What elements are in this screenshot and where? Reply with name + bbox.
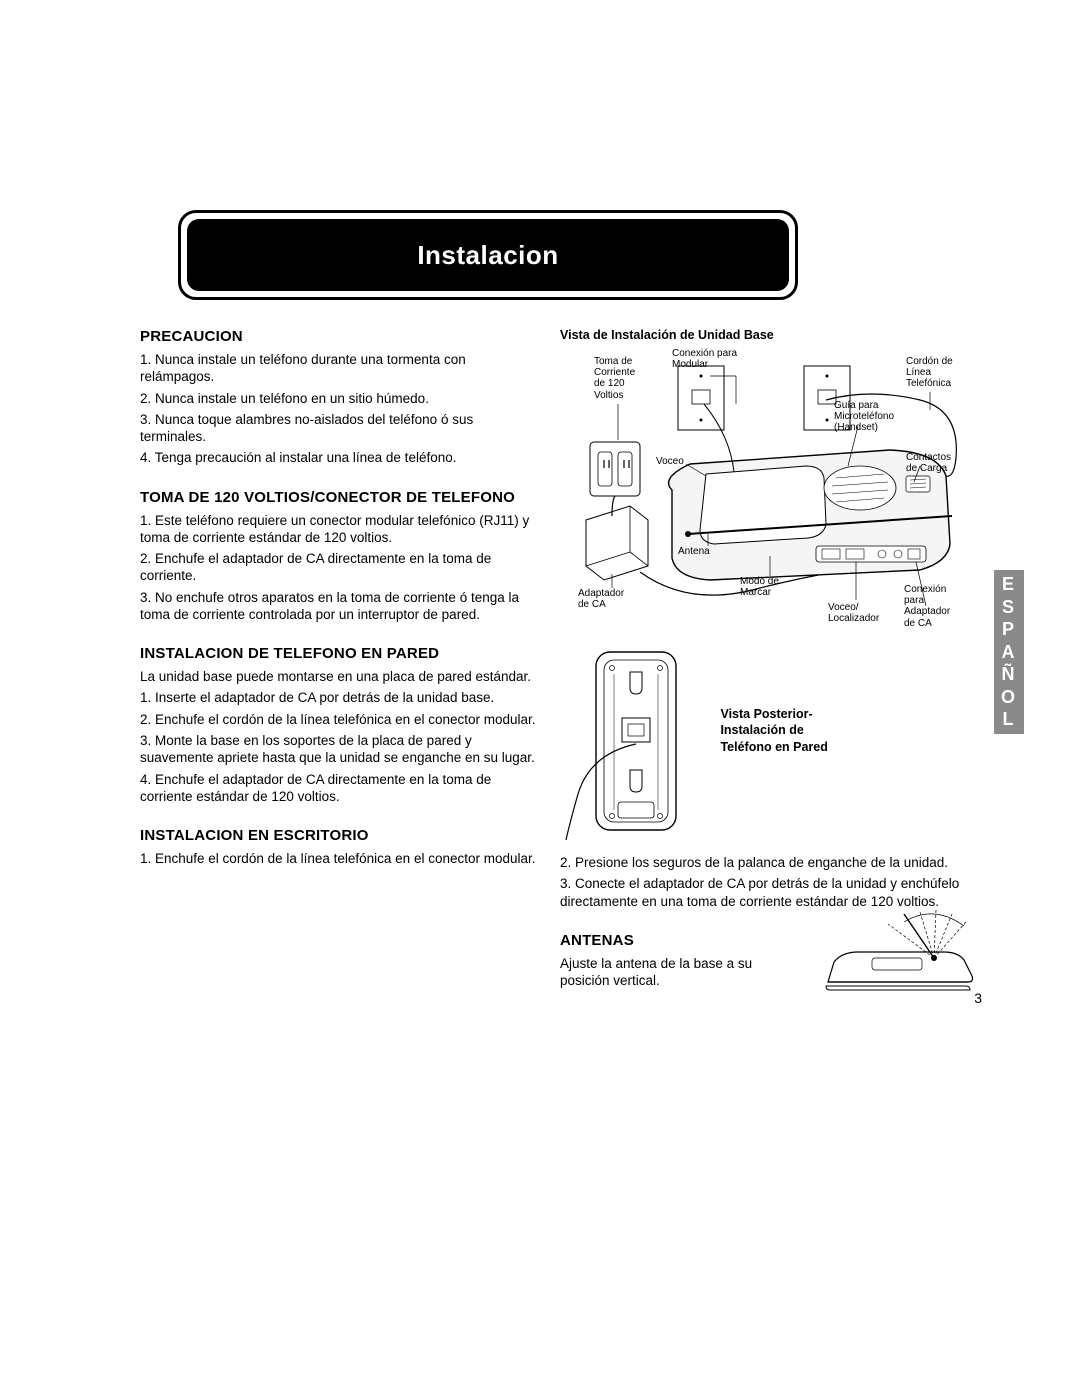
language-tab: E S P A Ñ O L — [994, 570, 1024, 734]
label-contactos: Contactos de Carga — [906, 452, 951, 474]
para: 2. Nunca instale un teléfono en un sitio… — [140, 390, 538, 407]
para: 4. Tenga precaución al instalar una líne… — [140, 449, 538, 466]
heading-toma120: TOMA DE 120 VOLTIOS/CONECTOR DE TELEFONO — [140, 489, 538, 506]
left-column: PRECAUCION 1. Nunca instale un teléfono … — [140, 328, 538, 993]
title-inner: Instalacion — [187, 219, 789, 291]
para: 2. Presione los seguros de la palanca de… — [560, 854, 980, 871]
label-toma120: Toma de Corriente de 120 Voltios — [594, 356, 635, 401]
page-title: Instalacion — [417, 240, 558, 271]
label-modular: Conexión para Modular — [672, 348, 737, 370]
para: 3. Conecte el adaptador de CA por detrás… — [560, 875, 980, 910]
right-column: Vista de Instalación de Unidad Base — [560, 328, 980, 993]
wall-mount-row: Vista Posterior- Instalación de Teléfono… — [560, 644, 980, 844]
section-escritorio: INSTALACION EN ESCRITORIO 1. Enchufe el … — [140, 827, 538, 867]
heading-precaucion: PRECAUCION — [140, 328, 538, 345]
section-precaucion: PRECAUCION 1. Nunca instale un teléfono … — [140, 328, 538, 467]
antenna-diagram — [818, 908, 980, 1000]
heading-escritorio: INSTALACION EN ESCRITORIO — [140, 827, 538, 844]
label-conexion-ca: Conexión para Adaptador de CA — [904, 584, 950, 629]
para: 3. Nunca toque alambres no-aislados del … — [140, 411, 538, 446]
para: 1. Nunca instale un teléfono durante una… — [140, 351, 538, 386]
para: 2. Enchufe el cordón de la línea telefón… — [140, 711, 538, 728]
heading-pared: INSTALACION DE TELEFONO EN PARED — [140, 645, 538, 662]
wall-mount-svg — [560, 644, 708, 844]
para: 1. Este teléfono requiere un conector mo… — [140, 512, 538, 547]
page-number: 3 — [974, 990, 982, 1006]
label-antena: Antena — [678, 546, 710, 557]
para: 1. Enchufe el cordón de la línea telefón… — [140, 850, 538, 867]
label-guia: Guía para Microteléfono (Handset) — [834, 400, 894, 434]
para: 4. Enchufe el adaptador de CA directamen… — [140, 771, 538, 806]
para: 3. Monte la base en los soportes de la p… — [140, 732, 538, 767]
section-toma120: TOMA DE 120 VOLTIOS/CONECTOR DE TELEFONO… — [140, 489, 538, 624]
para: 2. Enchufe el adaptador de CA directamen… — [140, 550, 538, 585]
content-area: PRECAUCION 1. Nunca instale un teléfono … — [140, 328, 982, 993]
section-pared: INSTALACION DE TELEFONO EN PARED La unid… — [140, 645, 538, 805]
antenas-text: Ajuste la antena de la base a su posició… — [560, 955, 770, 990]
label-voceo-loc: Voceo/ Localizador — [828, 602, 879, 624]
label-cordon: Cordón de Línea Telefónica — [906, 356, 953, 390]
wall-mount-diagram — [560, 644, 708, 844]
para: 1. Inserte el adaptador de CA por detrás… — [140, 689, 538, 706]
base-install-caption: Vista de Instalación de Unidad Base — [560, 328, 980, 342]
para: 3. No enchufe otros aparatos en la toma … — [140, 589, 538, 624]
title-banner: Instalacion — [178, 210, 798, 300]
base-unit-diagram: Toma de Corriente de 120 Voltios Conexió… — [560, 348, 980, 636]
antenna-svg — [818, 908, 980, 1000]
para: La unidad base puede montarse en una pla… — [140, 668, 538, 685]
label-adaptador: Adaptador de CA — [578, 588, 624, 610]
wall-mount-caption: Vista Posterior- Instalación de Teléfono… — [720, 706, 900, 755]
label-voceo: Voceo — [656, 456, 684, 467]
label-modo: Modo de Marcar — [740, 576, 779, 598]
